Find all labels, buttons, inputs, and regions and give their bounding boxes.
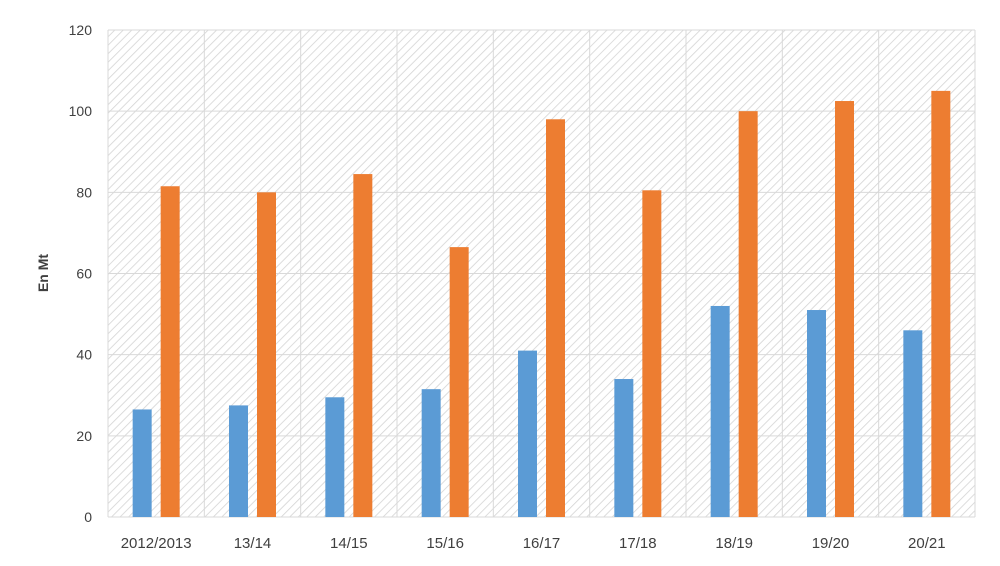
y-axis-label: En Mt	[35, 254, 51, 292]
y-tick-label: 80	[76, 184, 92, 200]
y-tick-label: 60	[76, 266, 92, 282]
bar-series-1	[229, 405, 248, 517]
bar-series-2	[931, 90, 951, 517]
bar-series-1	[903, 330, 923, 517]
bar-series-2	[257, 192, 276, 518]
x-tick-label: 19/20	[812, 535, 850, 552]
bar-series-2	[835, 101, 854, 517]
bar-series-2	[546, 119, 565, 518]
bar-series-1	[518, 350, 537, 517]
x-axis-ticks: 2012/2013 13/14 14/15 15/16 16/17 17/18 18/19 1…	[121, 535, 946, 552]
y-tick-label: 0	[84, 509, 92, 525]
x-tick-label: 20/21	[908, 535, 946, 552]
bar-series-1	[325, 397, 345, 517]
x-tick-label: 13/14	[234, 535, 272, 552]
x-tick-label: 17/18	[619, 535, 657, 552]
y-tick-label: 20	[76, 428, 92, 444]
bars	[132, 90, 951, 518]
y-axis-ticks: 0 20 40 60 80 100 120	[69, 22, 93, 525]
bar-series-1	[614, 379, 634, 517]
x-tick-label: 15/16	[426, 535, 464, 552]
bar-series-1	[132, 409, 152, 517]
y-tick-label: 120	[69, 22, 93, 38]
gridlines	[107, 29, 976, 518]
bar-series-2	[738, 111, 758, 518]
y-tick-label: 40	[76, 347, 92, 363]
x-tick-label: 18/19	[715, 535, 753, 552]
x-tick-label: 14/15	[330, 535, 368, 552]
bar-series-1	[421, 389, 441, 517]
bar-series-1	[710, 305, 730, 517]
bar-series-2	[642, 190, 662, 517]
y-tick-label: 100	[69, 103, 93, 119]
x-tick-label: 2012/2013	[121, 535, 192, 552]
x-tick-label: 16/17	[523, 535, 561, 552]
bar-series-2	[160, 186, 180, 517]
bar-series-2	[353, 174, 373, 517]
bar-series-2	[449, 247, 469, 517]
bar-series-1	[807, 310, 826, 517]
